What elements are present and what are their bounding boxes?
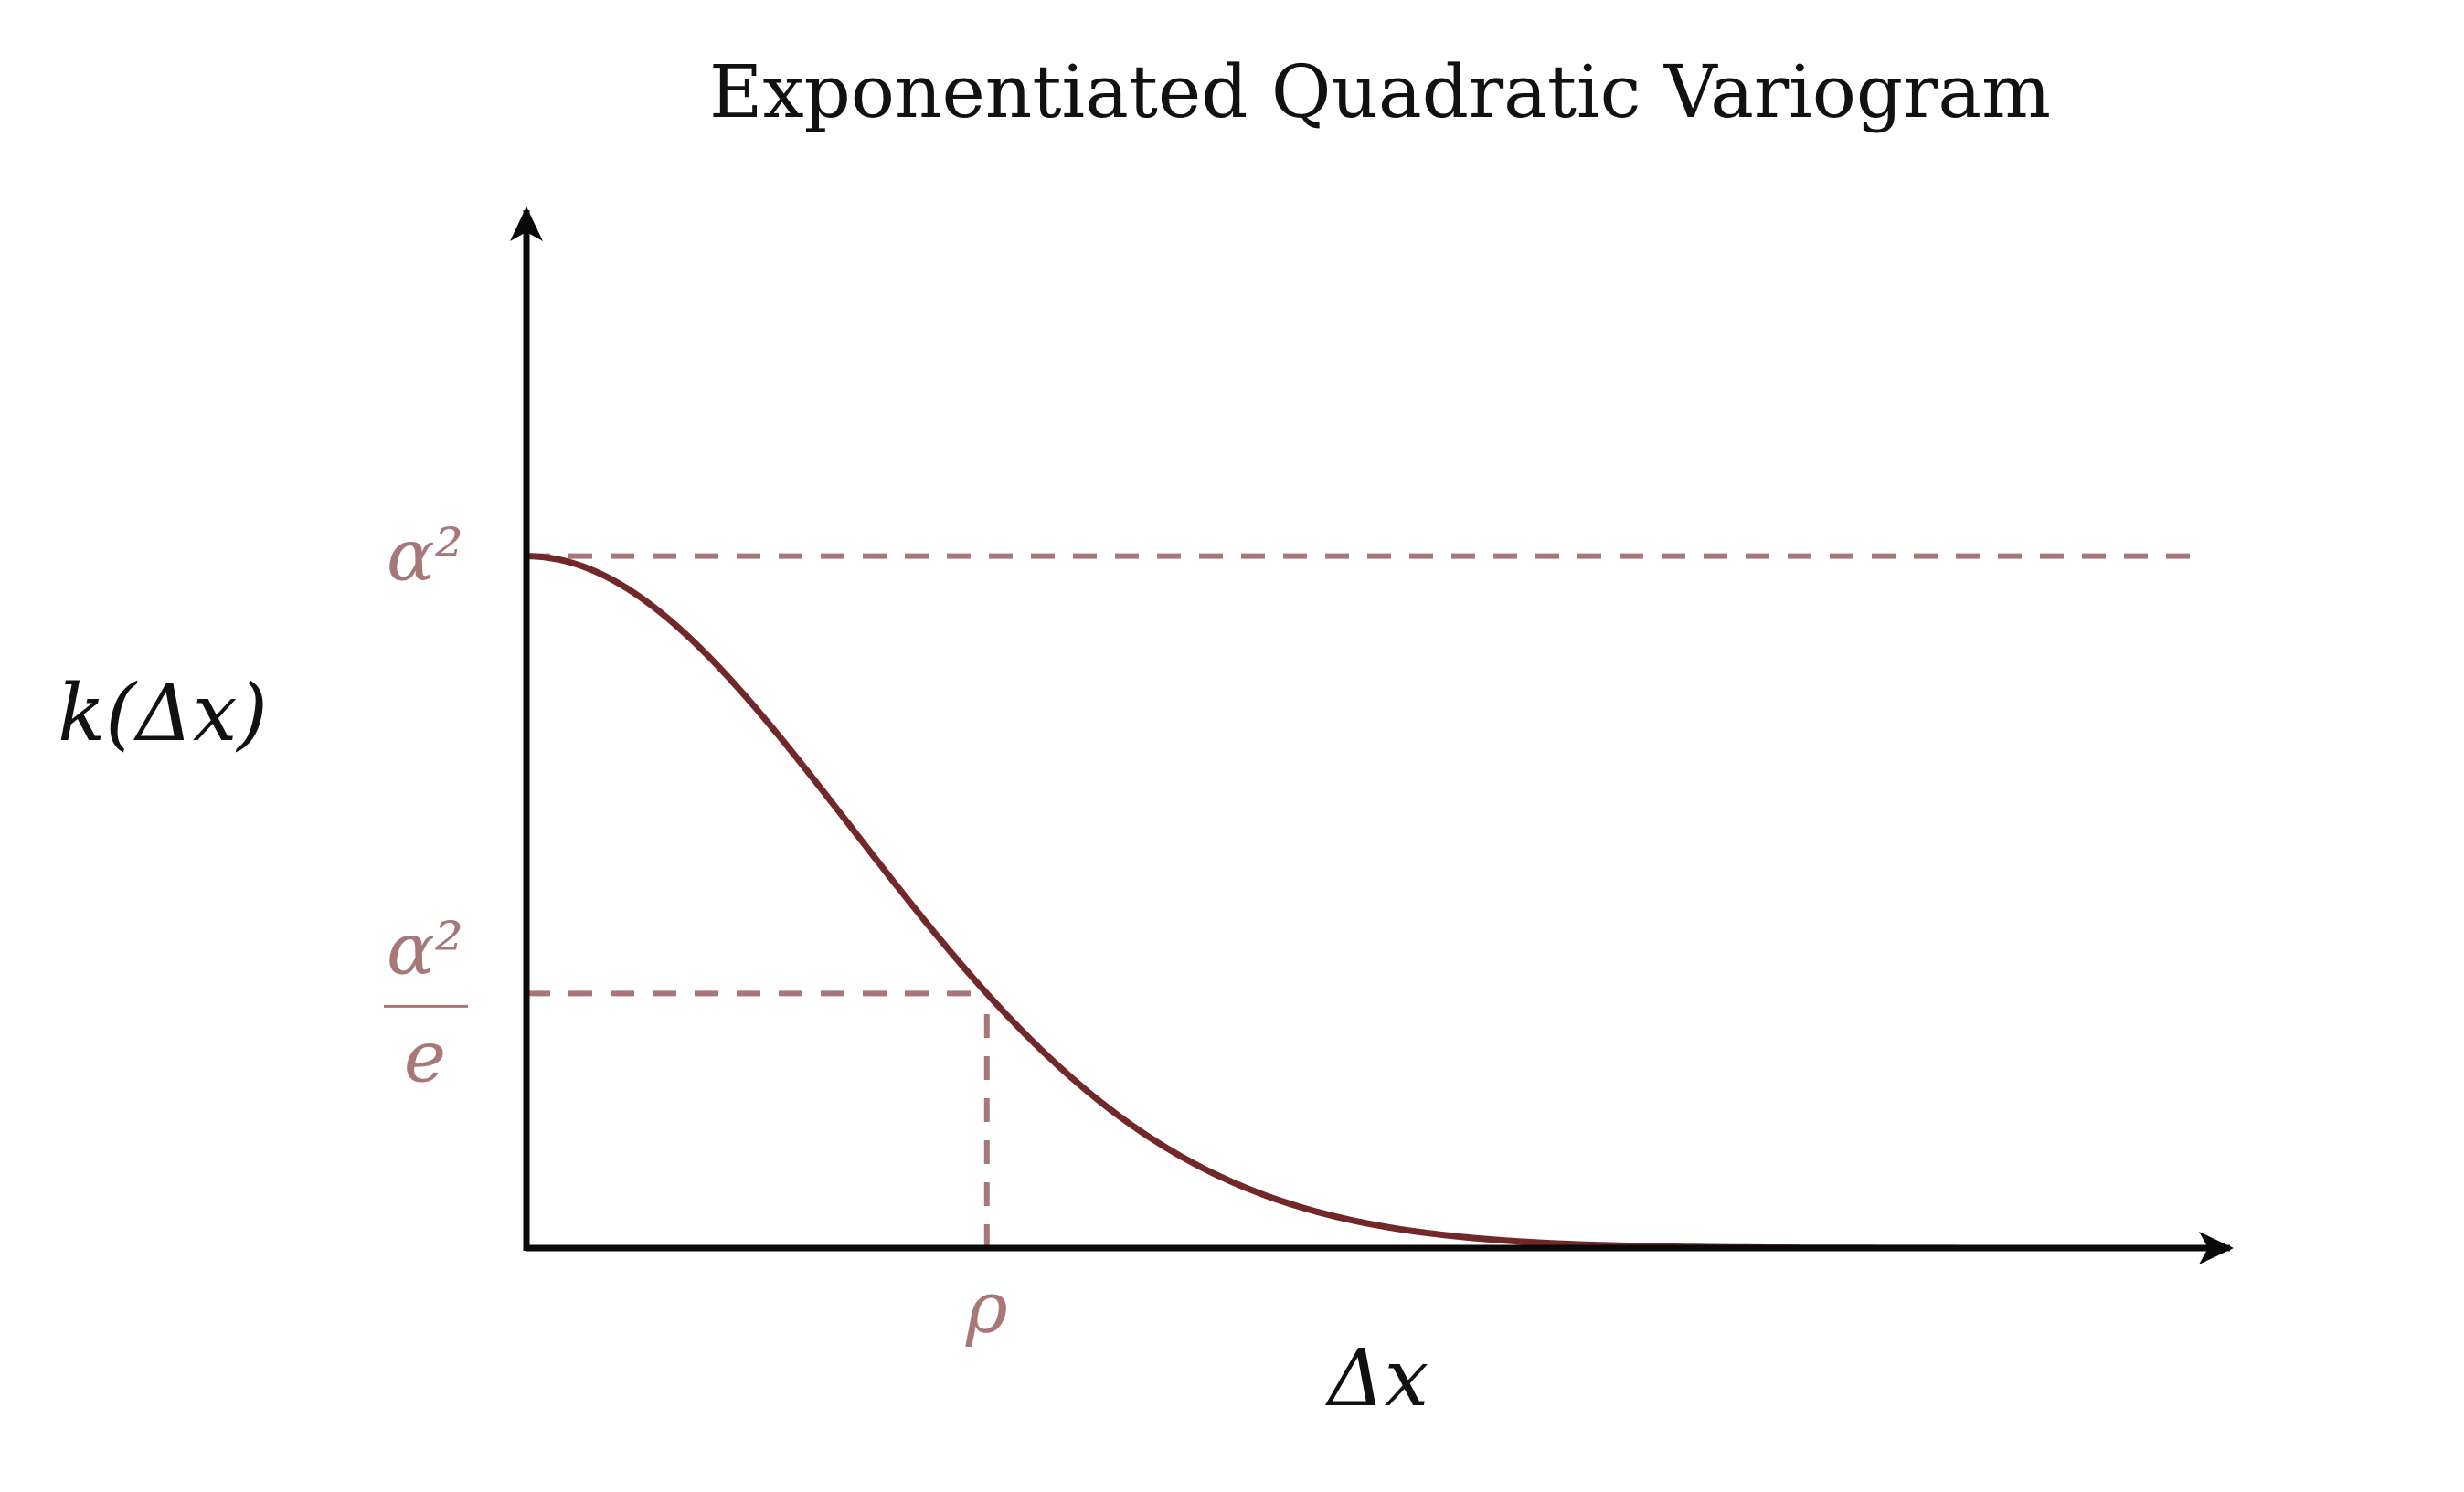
chart-title: Exponentiated Quadratic Variogram: [709, 49, 2051, 134]
axes: [510, 206, 2234, 1264]
x-tick-labels: ρ: [965, 1267, 1008, 1349]
reference-lines: [526, 553, 2207, 1248]
x-axis-label: Δx: [1325, 1333, 1429, 1424]
series-line: [526, 553, 2207, 1252]
y-axis-label: k(Δx): [58, 668, 268, 759]
x-axis-arrow: [2199, 1232, 2234, 1264]
y-axis-arrow: [510, 206, 543, 241]
x-tick-label-1: ρ: [965, 1267, 1008, 1349]
y-tick-numerator: α²: [387, 908, 463, 990]
y-tick-label-2: α² e: [384, 908, 468, 1098]
y-tick-text: α²: [387, 515, 463, 598]
y-tick-label-1: α²: [387, 515, 463, 598]
y-tick-labels: α² α² e: [384, 515, 468, 1098]
y-tick-denominator: e: [404, 1016, 446, 1098]
